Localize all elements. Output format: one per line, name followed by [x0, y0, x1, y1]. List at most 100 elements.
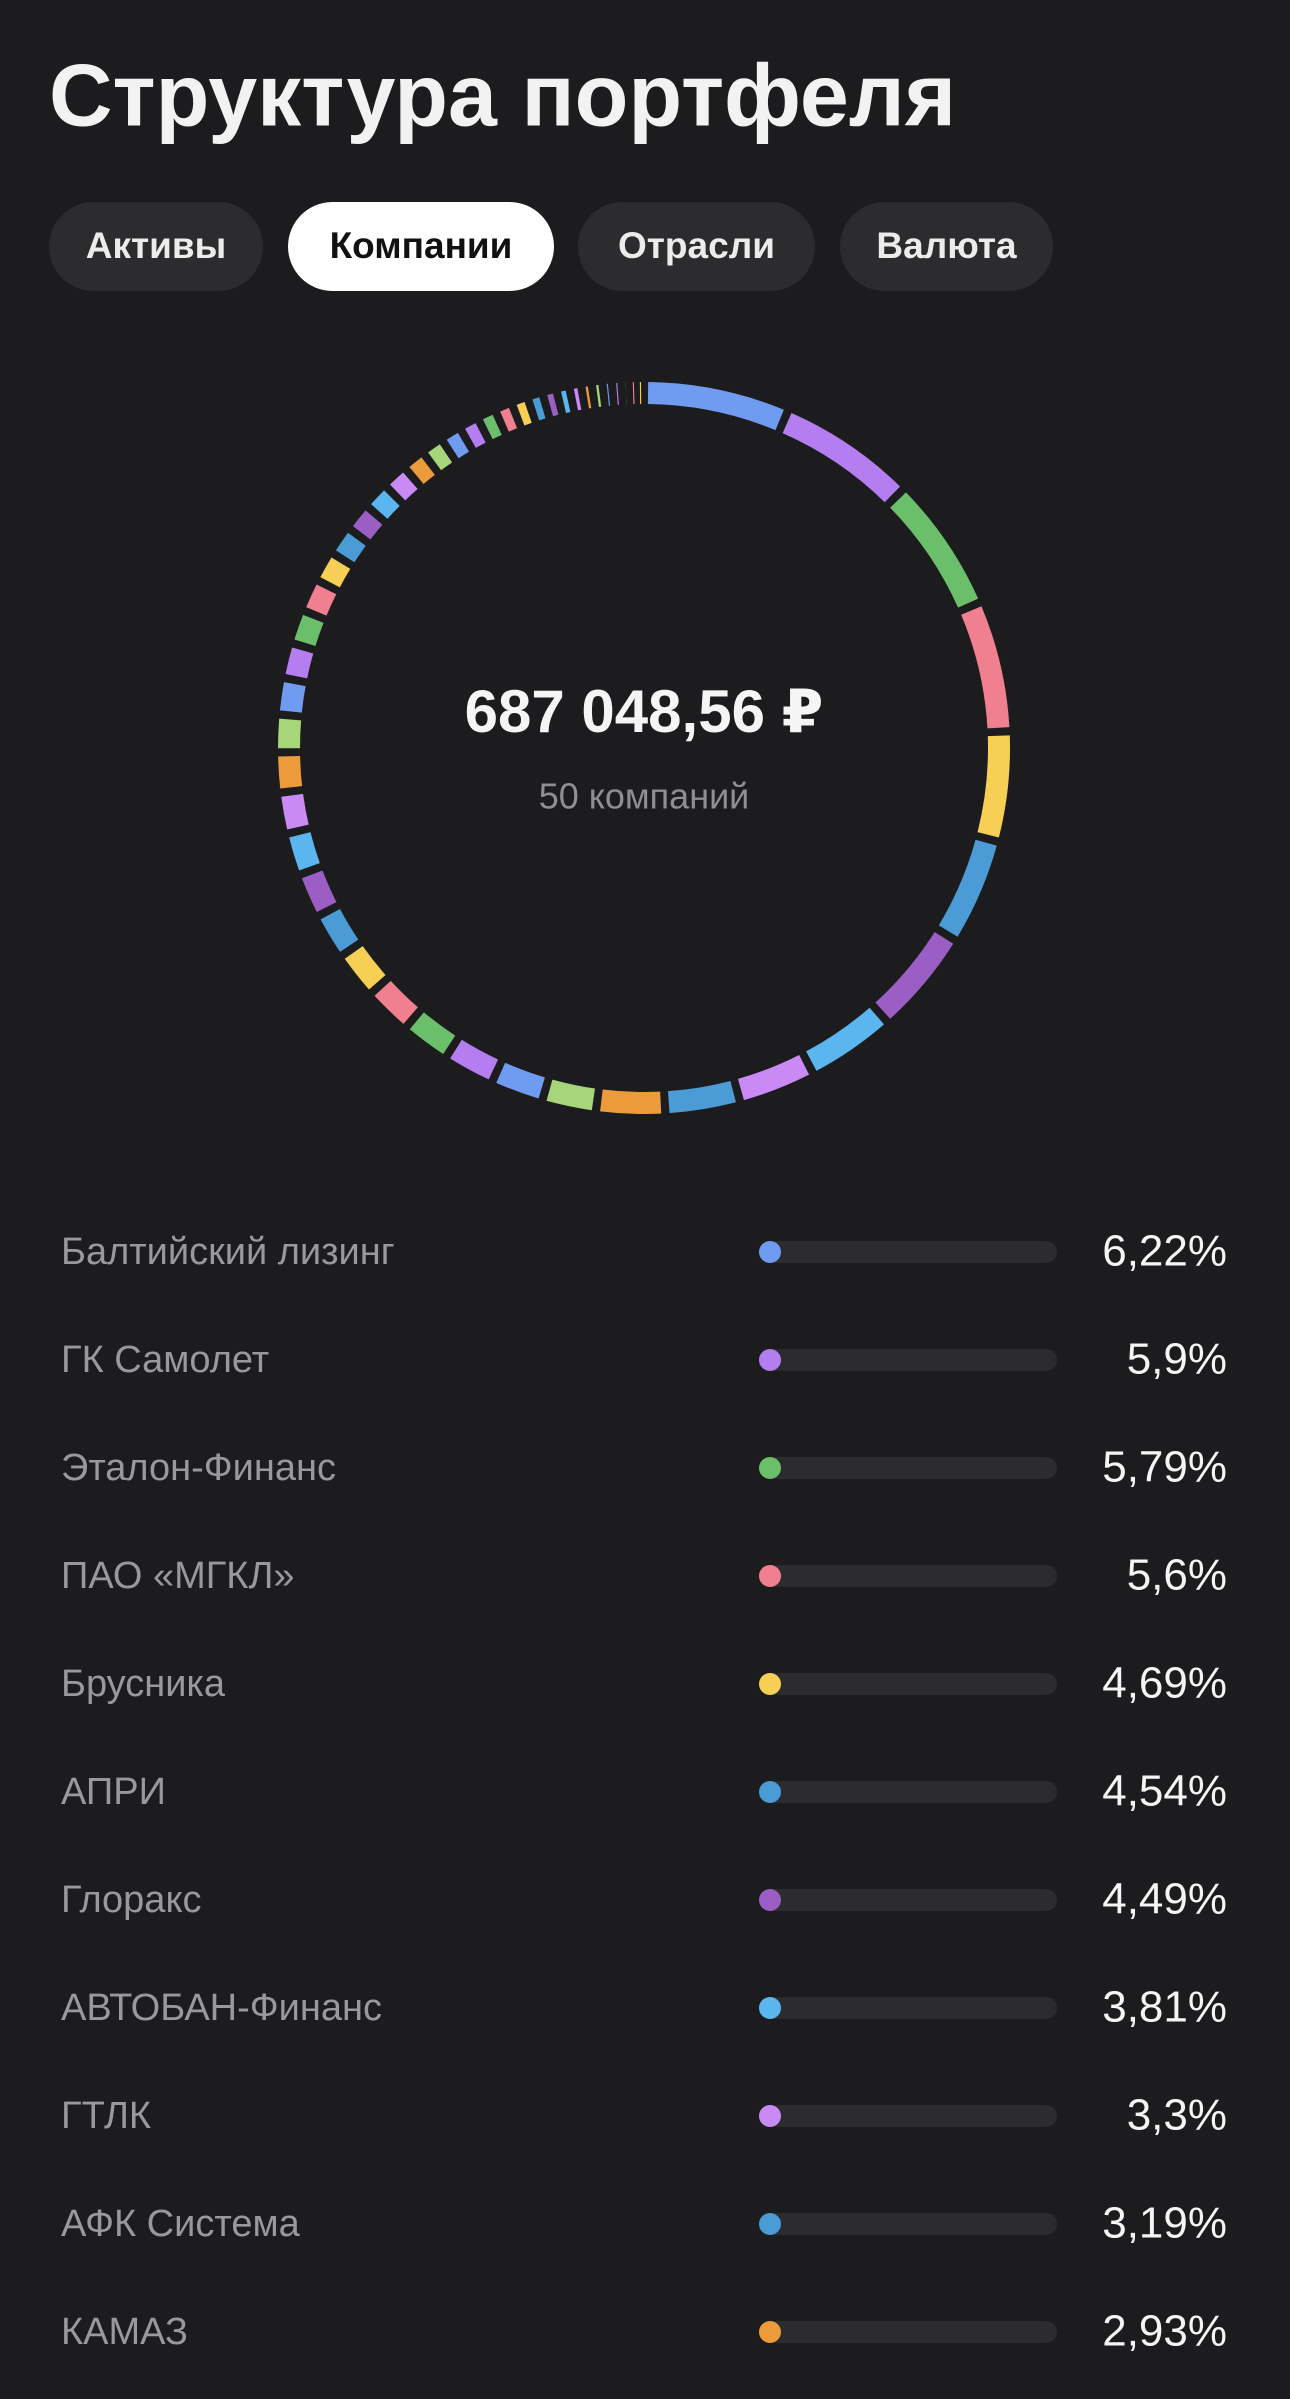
company-share: 4,54%: [1102, 1767, 1227, 1816]
donut-segment: [279, 682, 306, 713]
company-count: 50 компаний: [539, 776, 750, 817]
total-value: 687 048,56 ₽: [465, 678, 824, 745]
company-share: 3,3%: [1127, 2091, 1227, 2140]
donut-segment: [446, 432, 470, 459]
bar-track: [759, 1349, 1057, 1371]
tab-label: Отрасли: [618, 225, 775, 266]
bar-fill: [759, 1241, 781, 1263]
donut-segment: [450, 1039, 499, 1080]
tab-bar: Активы Компании Отрасли Валюта: [49, 202, 1053, 291]
donut-segment: [285, 647, 314, 679]
tab[interactable]: Валюта: [840, 202, 1053, 291]
donut-segment: [961, 606, 1010, 729]
company-row: ПАО «МГКЛ» 5,6%: [61, 1551, 1227, 1600]
donut-segment: [294, 614, 324, 647]
bar-track: [759, 1241, 1057, 1263]
donut-segment: [428, 444, 453, 471]
company-name: АФК Система: [61, 2203, 301, 2245]
company-share: 3,19%: [1102, 2199, 1227, 2248]
donut-segment: [496, 1062, 546, 1099]
bar-fill: [759, 1781, 781, 1803]
donut-segment: [977, 735, 1010, 838]
donut-segment: [737, 1054, 810, 1101]
tab[interactable]: Отрасли: [578, 202, 815, 291]
tab-background: [840, 202, 1053, 291]
donut-segment: [306, 584, 337, 616]
donut-segment: [600, 1089, 662, 1114]
donut-segment: [289, 832, 320, 871]
company-row: Эталон-Финанс 5,79%: [61, 1443, 1227, 1492]
tab-background: [49, 202, 263, 291]
company-share: 5,9%: [1127, 1335, 1227, 1384]
company-name: Глоракс: [61, 1879, 202, 1921]
donut-segment: [806, 1007, 885, 1071]
bar-fill: [759, 1997, 781, 2019]
donut-segment: [782, 413, 901, 503]
company-list: Балтийский лизинг 6,22% ГК Самолет 5,9% Этал…: [61, 1227, 1227, 2356]
company-share: 4,49%: [1102, 1875, 1227, 1924]
bar-fill: [759, 2105, 781, 2127]
donut-segment: [301, 870, 337, 912]
company-share: 3,81%: [1102, 1983, 1227, 2032]
donut-segment: [409, 457, 435, 484]
bar-fill: [759, 1457, 781, 1479]
donut-segment: [516, 402, 532, 426]
bar-fill: [759, 1673, 781, 1695]
company-name: ПАО «МГКЛ»: [61, 1555, 295, 1597]
bar-track: [759, 1457, 1057, 1479]
tab-background: [288, 202, 554, 291]
donut-segment: [374, 980, 419, 1024]
donut-segment: [546, 1079, 596, 1111]
company-row: Балтийский лизинг 6,22%: [61, 1227, 1227, 1276]
donut: [277, 382, 1010, 1114]
company-share: 4,69%: [1102, 1659, 1227, 1708]
donut-segment: [647, 382, 784, 431]
company-row: АПРИ 4,54%: [61, 1767, 1227, 1816]
company-name: Эталон-Финанс: [61, 1447, 336, 1489]
page-title: Структура портфеля: [49, 45, 956, 144]
company-row: ГК Самолет 5,9%: [61, 1335, 1227, 1384]
bar-track: [759, 1673, 1057, 1695]
company-share: 5,6%: [1127, 1551, 1227, 1600]
donut-segment: [938, 839, 997, 937]
donut-segment: [389, 472, 418, 501]
donut-segment: [500, 407, 518, 432]
bar-track: [759, 1997, 1057, 2019]
bar-track: [759, 2321, 1057, 2343]
donut-segment: [547, 393, 559, 417]
donut-segment: [482, 414, 502, 440]
company-row: ГТЛК 3,3%: [61, 2091, 1227, 2140]
donut-segment: [277, 718, 302, 749]
tab-label: Активы: [86, 225, 226, 266]
donut-segment: [278, 755, 303, 789]
donut-segment: [890, 492, 979, 608]
tab-label: Компании: [330, 225, 513, 266]
bar-fill: [759, 1349, 781, 1371]
tab[interactable]: Компании: [288, 202, 554, 291]
donut-segment: [573, 388, 582, 411]
company-name: Брусника: [61, 1663, 226, 1705]
company-share: 6,22%: [1102, 1227, 1227, 1276]
company-row: КАМАЗ 2,93%: [61, 2307, 1227, 2356]
company-name: АВТОБАН-Финанс: [61, 1987, 382, 2029]
bar-fill: [759, 1889, 781, 1911]
company-name: ГТЛК: [61, 2095, 151, 2137]
bar-fill: [759, 2213, 781, 2235]
company-row: Глоракс 4,49%: [61, 1875, 1227, 1924]
donut-segment: [371, 490, 400, 519]
donut-segment: [561, 390, 571, 413]
bar-track: [759, 1889, 1057, 1911]
donut-segment: [320, 557, 351, 588]
bar-track: [759, 2213, 1057, 2235]
donut-segment: [465, 423, 486, 448]
bar-track: [759, 2105, 1057, 2127]
tab[interactable]: Активы: [49, 202, 263, 291]
company-row: Брусника 4,69%: [61, 1659, 1227, 1708]
tab-label: Валюта: [876, 225, 1017, 266]
company-share: 2,93%: [1102, 2307, 1227, 2356]
donut-segment: [320, 908, 359, 952]
donut-segment: [875, 931, 954, 1019]
donut-segment: [344, 946, 386, 990]
